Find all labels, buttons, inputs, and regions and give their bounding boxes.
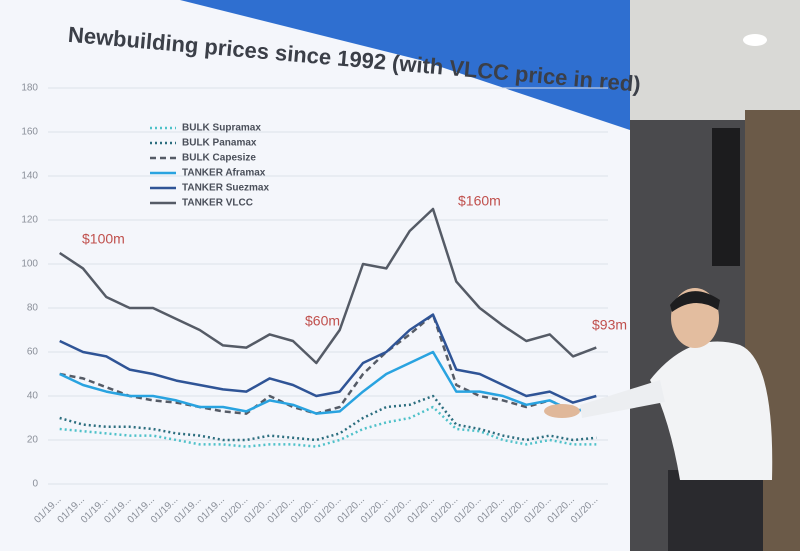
legend-label: TANKER Aframax (182, 168, 266, 179)
annotation: $160m (458, 193, 501, 209)
legend-label: BULK Supramax (182, 123, 261, 134)
y-tick-label: 120 (21, 215, 38, 226)
annotation: $100m (82, 231, 125, 247)
y-tick-label: 80 (27, 303, 39, 314)
y-tick-label: 100 (21, 259, 38, 270)
y-tick-label: 40 (27, 391, 39, 402)
annotation: $60m (305, 313, 340, 329)
legend-label: BULK Panamax (182, 138, 257, 149)
presenter-arm (580, 380, 665, 418)
y-tick-label: 160 (21, 127, 38, 138)
series-line (59, 405, 597, 448)
annotation: $93m (592, 317, 627, 333)
presenter (544, 288, 773, 551)
presenter-trousers (668, 470, 763, 551)
y-tick-label: 20 (27, 435, 39, 446)
y-tick-label: 0 (32, 479, 38, 490)
legend-label: BULK Capesize (182, 153, 256, 164)
series-line (59, 313, 597, 415)
slide-banner (180, 0, 630, 130)
ceiling-light (743, 34, 767, 46)
y-tick-label: 140 (21, 171, 38, 182)
speaker-box (712, 128, 740, 266)
series-line (59, 350, 597, 415)
presenter-hair (670, 291, 720, 312)
legend-label: TANKER VLCC (182, 198, 253, 209)
presenter-hand (544, 404, 580, 418)
series-line (59, 394, 597, 442)
series-line (59, 313, 597, 404)
y-tick-label: 60 (27, 347, 39, 358)
y-tick-label: 180 (21, 83, 38, 94)
series-line (59, 207, 597, 365)
legend-label: TANKER Suezmax (182, 183, 269, 194)
ceiling (630, 0, 800, 120)
presenter-shirt (650, 341, 773, 480)
